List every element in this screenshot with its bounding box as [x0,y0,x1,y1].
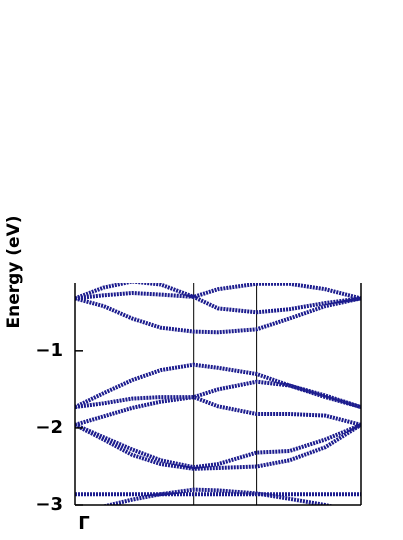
band-line [75,379,361,410]
band-line [101,487,335,505]
band-line [75,423,361,471]
axes [74,283,362,506]
y-tick-label: −1 [35,340,63,361]
y-tick-label: −3 [35,494,63,515]
plot-area [75,283,361,505]
y-tick-label: −2 [35,417,63,438]
band-line [75,283,361,301]
band-line [75,362,361,410]
band-line [75,296,361,335]
band-line [75,395,361,427]
band-line [75,422,361,470]
x-tick-label: Γ [78,513,89,534]
y-axis-label: Energy (eV) [4,215,24,328]
band-line [75,283,361,315]
